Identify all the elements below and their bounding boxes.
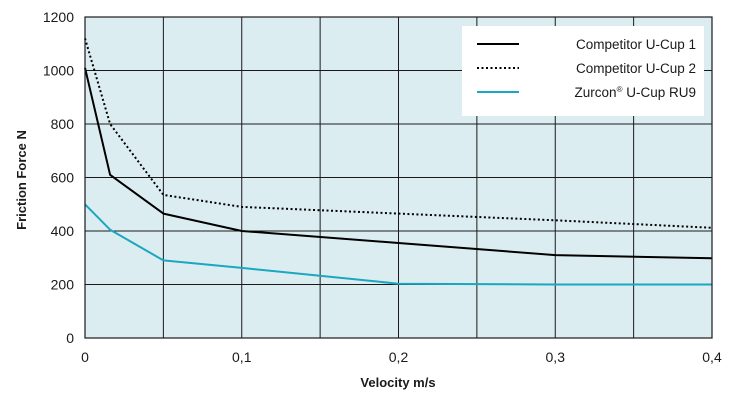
x-axis-ticks: 0 0,1 0,2 0,3 0,4 bbox=[81, 349, 722, 365]
y-axis-title: Friction Force N bbox=[14, 130, 29, 230]
series-line-2 bbox=[84, 203, 712, 286]
series-line-0 bbox=[84, 67, 713, 260]
y-tick-label-1: 200 bbox=[51, 277, 75, 293]
y-tick-label-0: 0 bbox=[66, 330, 74, 346]
y-tick-label-6: 1200 bbox=[43, 9, 74, 25]
legend-box bbox=[462, 26, 704, 116]
x-tick-label-6: 0,3 bbox=[546, 349, 566, 365]
x-axis-title: Velocity m/s bbox=[360, 375, 435, 390]
series-layer bbox=[84, 38, 713, 286]
legend-label-zurcon-main: Zurcon bbox=[575, 85, 617, 100]
x-tick-label-2: 0,1 bbox=[232, 349, 252, 365]
x-tick-label-0: 0 bbox=[81, 349, 89, 365]
y-tick-label-3: 600 bbox=[51, 170, 75, 186]
y-tick-label-2: 400 bbox=[51, 223, 75, 239]
y-tick-label-5: 1000 bbox=[43, 63, 74, 79]
legend: Competitor U-Cup 1 Competitor U-Cup 2 Zu… bbox=[462, 26, 704, 116]
x-tick-label-4: 0,2 bbox=[389, 349, 409, 365]
y-axis-ticks: 0 200 400 600 800 1000 1200 bbox=[43, 9, 74, 346]
x-tick-label-8: 0,4 bbox=[702, 349, 722, 365]
legend-label-competitor-1: Competitor U-Cup 1 bbox=[576, 37, 696, 52]
legend-label-zurcon: Zurcon® U-Cup RU9 bbox=[575, 85, 696, 100]
y-tick-label-4: 800 bbox=[51, 116, 75, 132]
legend-label-zurcon-sup: ® bbox=[617, 85, 623, 94]
legend-label-competitor-2: Competitor U-Cup 2 bbox=[576, 61, 696, 76]
plot-frame bbox=[84, 16, 713, 339]
legend-label-zurcon-rest: U-Cup RU9 bbox=[622, 85, 696, 100]
series-line-1 bbox=[84, 38, 713, 229]
